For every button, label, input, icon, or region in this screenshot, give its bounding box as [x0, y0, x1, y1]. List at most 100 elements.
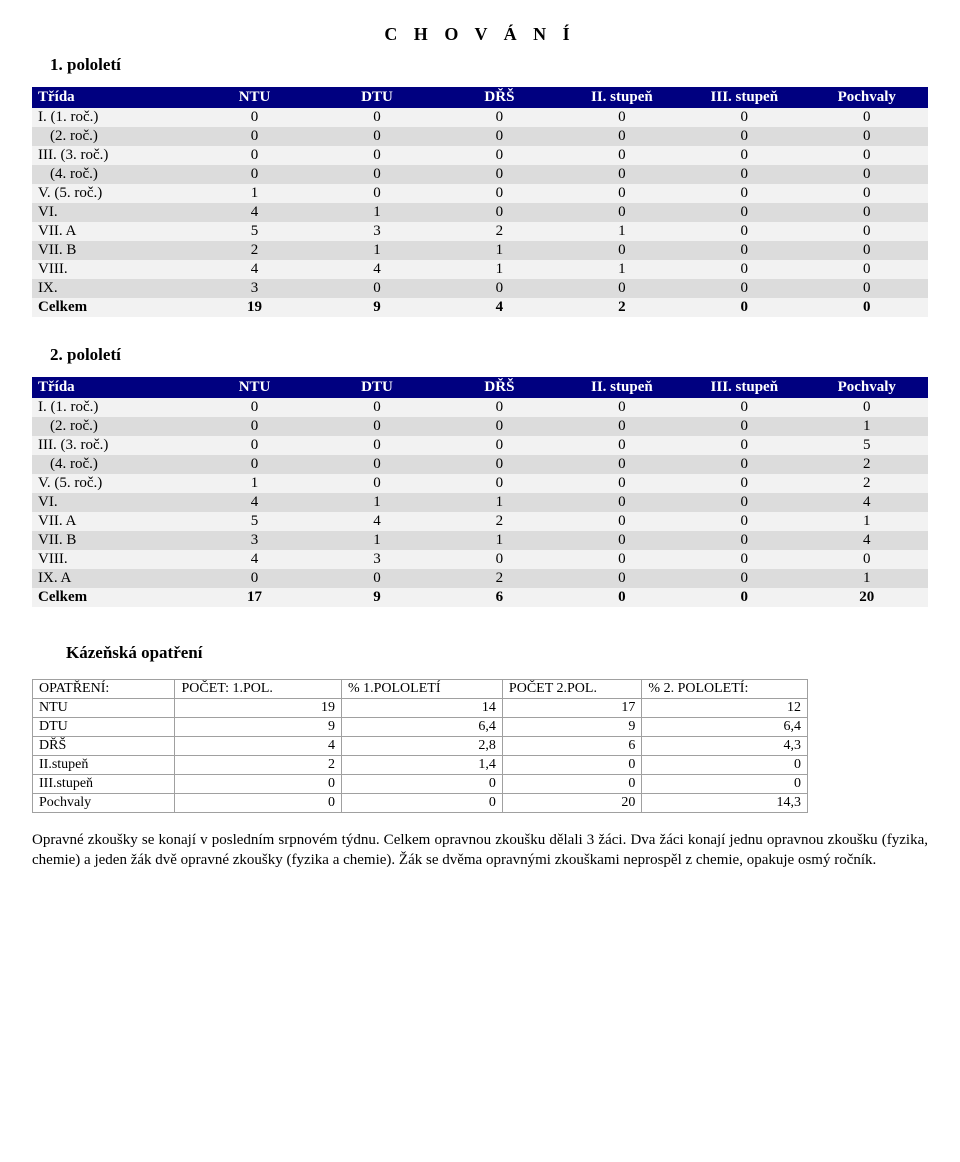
table-row: III.stupeň0000: [33, 775, 808, 794]
cell-value: 2: [175, 756, 341, 775]
cell-value: 2: [193, 241, 315, 260]
cell-value: 0: [561, 455, 683, 474]
total-value: 6: [438, 588, 560, 607]
cell-value: 0: [806, 398, 928, 417]
column-header: DTU: [316, 87, 438, 108]
cell-value: 0: [502, 775, 641, 794]
column-header: III. stupeň: [683, 87, 805, 108]
cell-value: 0: [561, 550, 683, 569]
cell-value: 0: [316, 184, 438, 203]
cell-value: 0: [806, 222, 928, 241]
row-label: (4. roč.): [32, 165, 193, 184]
column-header: % 1.POLOLETÍ: [341, 680, 502, 699]
cell-value: 1: [193, 184, 315, 203]
cell-value: 0: [683, 455, 805, 474]
cell-value: 0: [193, 455, 315, 474]
cell-value: 3: [193, 531, 315, 550]
column-header: III. stupeň: [683, 377, 805, 398]
cell-value: 0: [806, 260, 928, 279]
cell-value: 2: [438, 512, 560, 531]
cell-value: 6,4: [341, 718, 502, 737]
cell-value: 4: [806, 493, 928, 512]
row-label: V. (5. roč.): [32, 474, 193, 493]
table-row: (2. roč.)000001: [32, 417, 928, 436]
semester1-table: TřídaNTUDTUDŘŠII. stupeňIII. stupeňPochv…: [32, 87, 928, 317]
row-label: DTU: [33, 718, 175, 737]
cell-value: 1: [561, 222, 683, 241]
cell-value: 0: [561, 493, 683, 512]
cell-value: 0: [438, 436, 560, 455]
cell-value: 12: [642, 699, 808, 718]
cell-value: 0: [683, 512, 805, 531]
cell-value: 0: [438, 398, 560, 417]
cell-value: 0: [561, 398, 683, 417]
cell-value: 2: [438, 569, 560, 588]
total-value: 0: [683, 588, 805, 607]
cell-value: 1: [193, 474, 315, 493]
table-row: IX.300000: [32, 279, 928, 298]
cell-value: 0: [683, 241, 805, 260]
total-value: 17: [193, 588, 315, 607]
cell-value: 4: [193, 203, 315, 222]
table-row: VII. A542001: [32, 512, 928, 531]
column-header: Pochvaly: [806, 377, 928, 398]
cell-value: 0: [561, 279, 683, 298]
cell-value: 5: [193, 222, 315, 241]
table-row: VIII.441100: [32, 260, 928, 279]
cell-value: 0: [438, 146, 560, 165]
cell-value: 1: [316, 203, 438, 222]
cell-value: 0: [438, 417, 560, 436]
cell-value: 0: [806, 127, 928, 146]
cell-value: 1: [806, 417, 928, 436]
cell-value: 0: [642, 756, 808, 775]
cell-value: 0: [806, 279, 928, 298]
column-header: DTU: [316, 377, 438, 398]
total-value: 20: [806, 588, 928, 607]
cell-value: 2: [438, 222, 560, 241]
row-label: VI.: [32, 203, 193, 222]
row-label: V. (5. roč.): [32, 184, 193, 203]
total-value: 0: [561, 588, 683, 607]
cell-value: 0: [175, 775, 341, 794]
cell-value: 0: [683, 165, 805, 184]
total-value: 4: [438, 298, 560, 317]
cell-value: 0: [561, 184, 683, 203]
cell-value: 0: [316, 569, 438, 588]
cell-value: 0: [806, 203, 928, 222]
table-row: I. (1. roč.)000000: [32, 398, 928, 417]
cell-value: 20: [502, 794, 641, 813]
row-label: III. (3. roč.): [32, 146, 193, 165]
cell-value: 2,8: [341, 737, 502, 756]
page-title: C H O V Á N Í: [32, 24, 928, 45]
cell-value: 1: [438, 493, 560, 512]
semester2-table: TřídaNTUDTUDŘŠII. stupeňIII. stupeňPochv…: [32, 377, 928, 607]
cell-value: 0: [175, 794, 341, 813]
cell-value: 0: [193, 108, 315, 127]
cell-value: 1: [561, 260, 683, 279]
cell-value: 0: [561, 474, 683, 493]
cell-value: 0: [561, 203, 683, 222]
row-label: DŘŠ: [33, 737, 175, 756]
cell-value: 0: [341, 775, 502, 794]
column-header: POČET: 1.POL.: [175, 680, 341, 699]
cell-value: 4: [316, 512, 438, 531]
cell-value: 0: [561, 108, 683, 127]
cell-value: 1: [438, 260, 560, 279]
row-label: VII. A: [32, 512, 193, 531]
cell-value: 14: [341, 699, 502, 718]
cell-value: 0: [438, 184, 560, 203]
column-header: NTU: [193, 87, 315, 108]
cell-value: 0: [561, 569, 683, 588]
cell-value: 0: [316, 398, 438, 417]
cell-value: 3: [316, 550, 438, 569]
cell-value: 0: [316, 108, 438, 127]
total-label: Celkem: [32, 298, 193, 317]
table-row: VII. B211000: [32, 241, 928, 260]
row-label: VII. A: [32, 222, 193, 241]
cell-value: 0: [806, 241, 928, 260]
total-value: 19: [193, 298, 315, 317]
row-label: VII. B: [32, 531, 193, 550]
row-label: (2. roč.): [32, 127, 193, 146]
cell-value: 3: [316, 222, 438, 241]
cell-value: 4: [806, 531, 928, 550]
